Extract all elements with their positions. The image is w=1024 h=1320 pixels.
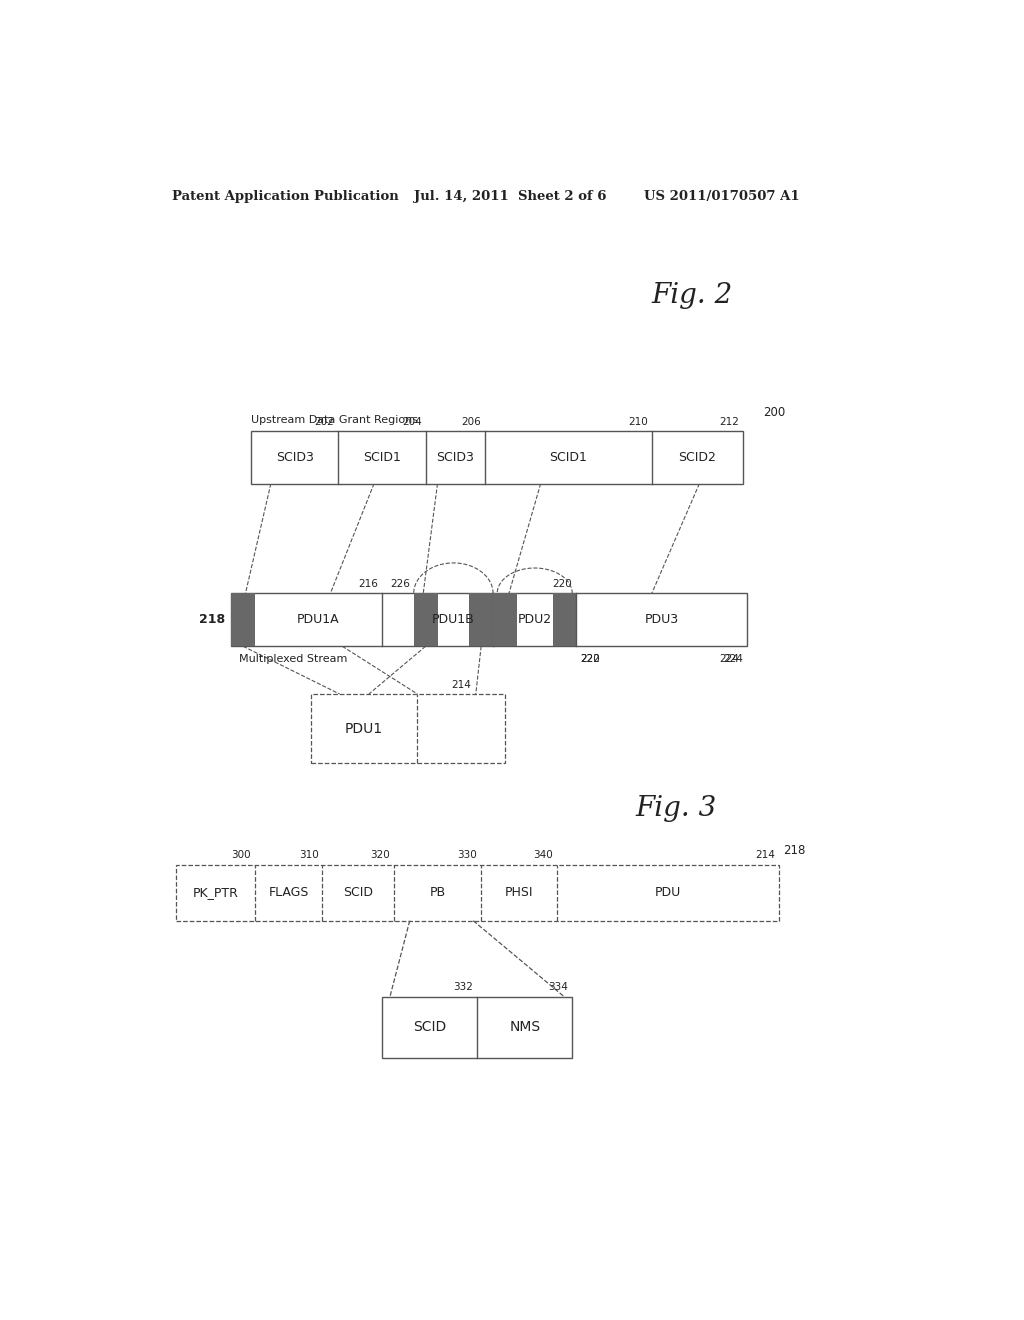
Text: PDU1: PDU1 bbox=[345, 722, 383, 735]
Text: 224: 224 bbox=[723, 655, 743, 664]
Text: PDU3: PDU3 bbox=[645, 614, 679, 627]
FancyBboxPatch shape bbox=[494, 594, 517, 647]
Text: 222: 222 bbox=[581, 655, 600, 664]
Text: PDU: PDU bbox=[654, 886, 681, 899]
Text: FLAGS: FLAGS bbox=[268, 886, 309, 899]
Text: US 2011/0170507 A1: US 2011/0170507 A1 bbox=[644, 190, 800, 202]
Text: 218: 218 bbox=[782, 843, 805, 857]
FancyBboxPatch shape bbox=[310, 694, 505, 763]
Text: 300: 300 bbox=[231, 850, 251, 859]
Text: 310: 310 bbox=[299, 850, 318, 859]
Text: 200: 200 bbox=[763, 405, 785, 418]
Text: 220: 220 bbox=[553, 579, 572, 589]
Text: 202: 202 bbox=[314, 417, 334, 426]
Text: 214: 214 bbox=[452, 680, 471, 690]
Text: PDU1A: PDU1A bbox=[297, 614, 340, 627]
FancyBboxPatch shape bbox=[469, 594, 494, 647]
FancyBboxPatch shape bbox=[231, 594, 255, 647]
Text: 210: 210 bbox=[628, 417, 648, 426]
Text: SCID: SCID bbox=[413, 1020, 446, 1035]
Text: 224: 224 bbox=[719, 655, 739, 664]
Text: 214: 214 bbox=[755, 850, 775, 859]
Text: 334: 334 bbox=[549, 982, 568, 991]
Text: PDU2: PDU2 bbox=[518, 614, 552, 627]
Text: NMS: NMS bbox=[509, 1020, 541, 1035]
Text: 332: 332 bbox=[454, 982, 473, 991]
Text: SCID2: SCID2 bbox=[679, 450, 717, 463]
Text: PDU1B: PDU1B bbox=[432, 614, 475, 627]
FancyBboxPatch shape bbox=[231, 594, 748, 647]
Text: PHSI: PHSI bbox=[505, 886, 534, 899]
Text: 204: 204 bbox=[401, 417, 422, 426]
FancyBboxPatch shape bbox=[176, 865, 779, 921]
Text: 216: 216 bbox=[358, 579, 378, 589]
Text: Multiplexed Stream: Multiplexed Stream bbox=[240, 655, 347, 664]
Text: SCID3: SCID3 bbox=[436, 450, 474, 463]
Text: SCID: SCID bbox=[343, 886, 373, 899]
Text: SCID1: SCID1 bbox=[364, 450, 400, 463]
Text: 212: 212 bbox=[719, 417, 739, 426]
Text: Upstream Data Grant Regions: Upstream Data Grant Regions bbox=[251, 414, 418, 425]
Text: 220: 220 bbox=[581, 655, 600, 664]
Text: 218: 218 bbox=[199, 614, 225, 627]
Text: SCID3: SCID3 bbox=[275, 450, 313, 463]
FancyBboxPatch shape bbox=[414, 594, 437, 647]
Text: Jul. 14, 2011  Sheet 2 of 6: Jul. 14, 2011 Sheet 2 of 6 bbox=[414, 190, 606, 202]
Text: Patent Application Publication: Patent Application Publication bbox=[172, 190, 398, 202]
Text: PB: PB bbox=[429, 886, 445, 899]
Text: PK_PTR: PK_PTR bbox=[193, 886, 239, 899]
Text: 320: 320 bbox=[370, 850, 390, 859]
Text: Fig. 2: Fig. 2 bbox=[652, 282, 733, 309]
Text: Fig. 3: Fig. 3 bbox=[636, 796, 717, 822]
Text: 206: 206 bbox=[462, 417, 481, 426]
Text: 226: 226 bbox=[390, 579, 410, 589]
Text: SCID1: SCID1 bbox=[550, 450, 588, 463]
Text: 340: 340 bbox=[532, 850, 553, 859]
FancyBboxPatch shape bbox=[553, 594, 577, 647]
FancyBboxPatch shape bbox=[251, 430, 743, 483]
Text: 330: 330 bbox=[458, 850, 477, 859]
FancyBboxPatch shape bbox=[382, 997, 572, 1057]
